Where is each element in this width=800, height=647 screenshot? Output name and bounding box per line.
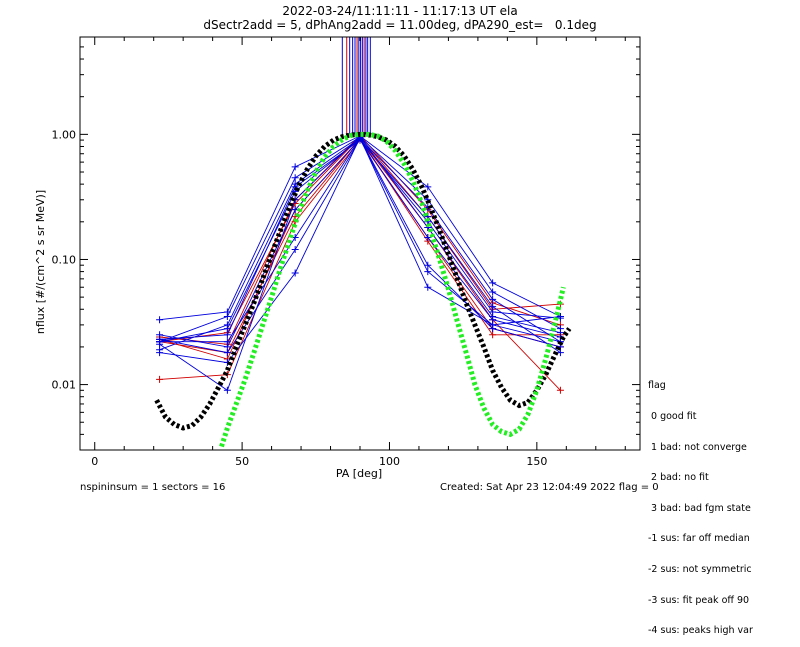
y-tick-label: 0.10 xyxy=(52,253,77,266)
blue-point-marker xyxy=(291,174,299,182)
chart-title: 2022-03-24/11:11:11 - 11:17:13 UT ela xyxy=(282,4,517,18)
blue-point-marker xyxy=(291,269,299,277)
red-line xyxy=(159,137,561,354)
blue-line xyxy=(159,138,561,348)
blue-point-marker xyxy=(424,233,432,241)
flag-legend: flag 0 good fit 1 bad: not converge 2 ba… xyxy=(648,361,753,647)
blue-line xyxy=(159,136,561,364)
chart-subtitle: dSectr2add = 5, dPhAng2add = 11.00deg, d… xyxy=(203,18,596,32)
legend-item-0: 0 good fit xyxy=(648,411,697,423)
blue-point-marker xyxy=(223,338,231,346)
blue-point-marker xyxy=(424,261,432,269)
footer-left: nspininsum = 1 sectors = 16 xyxy=(80,482,226,493)
blue-point-marker xyxy=(489,321,497,329)
x-tick-label: 0 xyxy=(91,455,98,468)
red-series-2 xyxy=(156,131,564,348)
blue-point-marker xyxy=(223,386,231,394)
legend-item-2: 2 bad: no fit xyxy=(648,472,709,484)
plot-frame xyxy=(79,36,641,451)
blue-point-marker xyxy=(223,331,231,339)
legend-item-6: -3 sus: fit peak off 90 xyxy=(648,594,750,606)
footer-right: Created: Sat Apr 23 12:04:49 2022 flag =… xyxy=(440,482,659,493)
x-tick-label: 100 xyxy=(379,455,400,468)
blue-point-marker xyxy=(156,349,164,357)
blue-point-marker xyxy=(156,316,164,324)
blue-point-marker xyxy=(424,268,432,276)
red-series-3 xyxy=(156,135,564,394)
blue-series-0 xyxy=(156,132,564,324)
blue-line xyxy=(159,139,561,353)
blue-point-marker xyxy=(156,335,164,343)
y-tick-label: 1.00 xyxy=(52,128,77,141)
blue-point-marker xyxy=(424,283,432,291)
blue-point-marker xyxy=(424,183,432,191)
blue-point-marker xyxy=(489,279,497,287)
y-tick-label: 0.01 xyxy=(52,379,77,392)
legend-item-7: -4 sus: peaks high var xyxy=(648,625,753,637)
red-line xyxy=(159,136,561,343)
red-point-marker xyxy=(489,331,497,339)
blue-point-marker xyxy=(291,246,299,254)
blue-point-marker xyxy=(223,349,231,357)
blue-point-marker xyxy=(223,313,231,321)
red-point-marker xyxy=(556,386,564,394)
y-axis-label: nflux [#/(cm^2 s sr MeV)] xyxy=(34,190,47,334)
blue-point-marker xyxy=(556,313,564,321)
blue-line xyxy=(159,137,561,354)
legend-item-1: 1 bad: not converge xyxy=(648,441,747,453)
axes: 0 50 100 150 0.01 0.10 1.00 xyxy=(52,36,640,468)
blue-point-marker xyxy=(223,325,231,333)
red-series-1 xyxy=(156,136,564,383)
x-axis-label: PA [deg] xyxy=(336,467,382,480)
red-series-4 xyxy=(156,134,564,357)
blue-line xyxy=(159,135,561,321)
black-fit-curve xyxy=(154,131,572,431)
red-line xyxy=(159,138,561,391)
pitch-angle-chart: 2022-03-24/11:11:11 - 11:17:13 UT ela dS… xyxy=(34,4,641,480)
x-tick-label: 150 xyxy=(526,455,547,468)
blue-series-9 xyxy=(156,135,564,357)
legend-item-3: 3 bad: bad fgm state xyxy=(648,502,751,514)
blue-line xyxy=(159,136,561,343)
x-tick-label: 50 xyxy=(235,455,249,468)
blue-series-7 xyxy=(156,135,564,351)
green-fit-curve xyxy=(219,131,566,448)
blue-series-5 xyxy=(156,133,564,394)
plot-clip-group xyxy=(154,37,572,448)
blue-line xyxy=(159,137,561,348)
blue-point-marker xyxy=(489,288,497,296)
blue-point-marker xyxy=(291,163,299,171)
legend-item-4: -1 sus: far off median xyxy=(648,533,750,545)
legend-title: flag xyxy=(648,380,666,392)
red-point-marker xyxy=(156,375,164,383)
blue-point-marker xyxy=(489,295,497,303)
blue-line xyxy=(159,135,561,391)
legend-item-5: -2 sus: not symmetric xyxy=(648,564,752,576)
plot-content xyxy=(154,37,572,448)
peak-vertical-lines xyxy=(341,37,371,135)
blue-series-8 xyxy=(156,134,564,351)
